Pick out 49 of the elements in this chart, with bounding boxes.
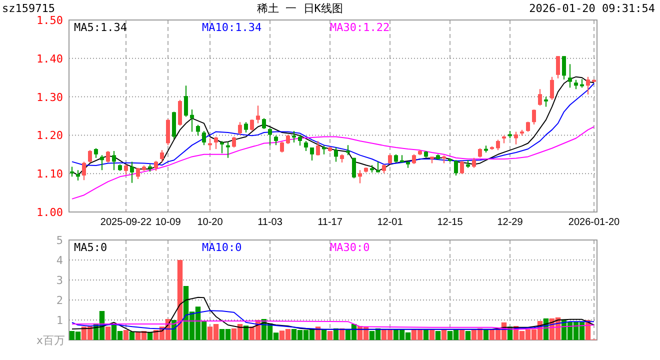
bar: [429, 330, 435, 340]
x-tick-label: 10-20: [197, 217, 224, 228]
x-tick-label: 2025-09-22: [100, 217, 152, 228]
text: MA10:0: [202, 241, 242, 254]
bar: [321, 329, 327, 340]
bar: [435, 331, 441, 340]
y-tick-label: 1.10: [36, 168, 63, 181]
y-tick-label: 1.40: [36, 52, 63, 66]
x-tick-label: 12-15: [437, 217, 464, 228]
y-tick-label: 5: [56, 234, 63, 247]
x-tick-label: 11-17: [318, 217, 343, 228]
bar: [327, 331, 333, 340]
text: 2026-01-20 09:31:54: [529, 2, 656, 15]
y-tick-label: 4: [56, 254, 64, 267]
text: MA5:0: [74, 241, 108, 254]
text: MA30:1.22: [330, 21, 390, 34]
line-series: [72, 76, 594, 176]
y-tick-label: 1.50: [36, 14, 63, 27]
x-tick-label: 2026-01-20: [568, 217, 620, 228]
bar: [423, 330, 429, 340]
y-tick-label: 3: [56, 274, 63, 287]
y-tick-label: 1.20: [36, 129, 63, 142]
bar: [483, 330, 489, 340]
line-series: [72, 320, 594, 330]
y-tick-label: 2: [56, 294, 63, 307]
bar: [105, 326, 111, 340]
x-tick-label: 12-29: [497, 217, 524, 228]
text: MA30:0: [330, 241, 370, 254]
text: sz159715: [2, 2, 55, 15]
x-tick-label: 12-01: [377, 217, 404, 228]
x-tick-label: 10-09: [155, 217, 182, 228]
chart-title: 稀土 一 日K线图: [257, 2, 343, 15]
bar: [129, 332, 135, 340]
text: MA10:1.34: [202, 21, 262, 34]
y-tick-label: 1: [56, 314, 63, 327]
y-tick-label: 1.00: [36, 206, 63, 219]
y-axis-title: x百万: [36, 334, 65, 347]
bar: [459, 330, 465, 340]
x-tick-label: 11-03: [258, 217, 283, 228]
bar: [147, 332, 153, 340]
bar: [177, 260, 183, 340]
text: MA5:1.34: [74, 21, 128, 34]
bar: [243, 326, 249, 340]
line-series: [72, 126, 594, 200]
line-series: [72, 310, 594, 330]
bar: [123, 330, 129, 340]
bar: [441, 330, 447, 340]
bar: [465, 331, 471, 340]
y-tick-label: 1.30: [36, 90, 63, 104]
